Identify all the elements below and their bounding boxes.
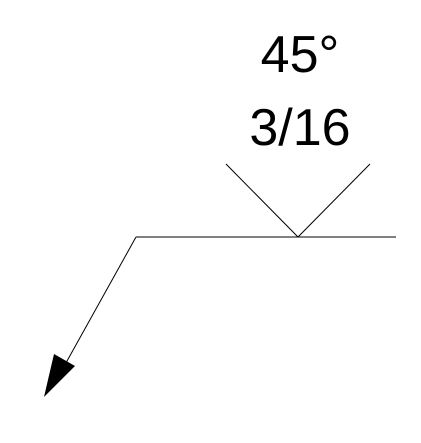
v-groove-left-leg: [225, 163, 299, 238]
leader-line: [61, 236, 137, 371]
v-groove-right-leg: [297, 163, 371, 238]
arrowhead-icon: [44, 354, 75, 397]
groove-angle-label: 45°: [261, 26, 340, 84]
weld-size-label: 3/16: [249, 99, 350, 157]
